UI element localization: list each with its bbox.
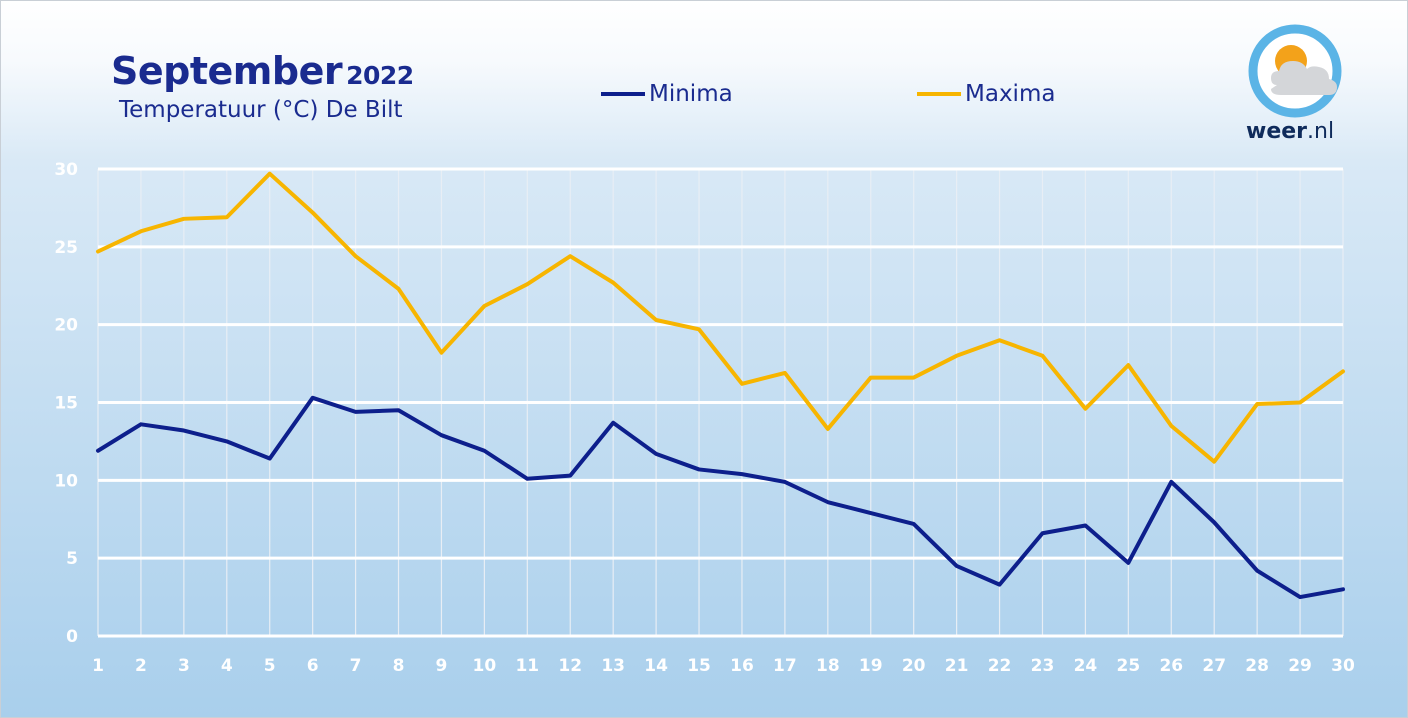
y-tick-label: 20: [54, 316, 78, 336]
legend-maxima: Maxima: [917, 81, 1055, 107]
title-month: September: [111, 49, 343, 93]
x-tick-label: 4: [221, 656, 233, 676]
x-tick-label: 3: [178, 656, 190, 676]
sun-cloud-icon: [1248, 24, 1342, 118]
x-tick-label: 21: [945, 656, 969, 676]
title-year: 2022: [346, 61, 414, 90]
brand-logo-text: weer.nl: [1246, 119, 1334, 144]
x-tick-label: 28: [1245, 656, 1269, 676]
legend-swatch-maxima: [917, 92, 961, 96]
x-tick-label: 6: [307, 656, 319, 676]
x-tick-label: 27: [1202, 656, 1226, 676]
legend-minima: Minima: [601, 81, 733, 107]
chart-title: September 2022: [111, 49, 414, 93]
y-tick-label: 5: [66, 549, 78, 569]
legend-swatch-minima: [601, 92, 645, 96]
x-tick-label: 15: [687, 656, 711, 676]
x-tick-label: 12: [558, 656, 582, 676]
x-tick-label: 26: [1159, 656, 1183, 676]
x-tick-label: 10: [473, 656, 497, 676]
x-tick-label: 19: [859, 656, 883, 676]
title-block: September 2022 Temperatuur (°C) De Bilt: [111, 49, 414, 123]
legend-label-minima: Minima: [649, 81, 733, 107]
x-tick-label: 22: [988, 656, 1012, 676]
y-tick-label: 30: [54, 160, 78, 180]
x-tick-label: 1: [92, 656, 104, 676]
x-tick-label: 17: [773, 656, 797, 676]
x-tick-label: 25: [1117, 656, 1141, 676]
x-tick-label: 7: [350, 656, 362, 676]
brand-bold: weer: [1246, 119, 1308, 144]
x-tick-label: 14: [644, 656, 668, 676]
x-tick-label: 9: [436, 656, 448, 676]
series-line-minima: [96, 395, 1345, 600]
legend-label-maxima: Maxima: [965, 81, 1056, 107]
y-tick-label: 0: [66, 627, 78, 647]
y-tick-label: 25: [54, 238, 78, 258]
x-tick-label: 8: [393, 656, 405, 676]
y-tick-label: 15: [54, 394, 78, 414]
x-tick-label: 13: [601, 656, 625, 676]
x-tick-label: 30: [1331, 656, 1355, 676]
x-tick-label: 2: [135, 656, 147, 676]
x-tick-label: 20: [902, 656, 926, 676]
x-tick-label: 29: [1288, 656, 1312, 676]
x-tick-label: 5: [264, 656, 276, 676]
x-tick-label: 23: [1031, 656, 1055, 676]
series-line-maxima: [96, 171, 1345, 464]
brand-suffix: .nl: [1307, 119, 1335, 144]
y-tick-label: 10: [54, 471, 78, 491]
x-tick-label: 18: [816, 656, 840, 676]
x-tick-label: 11: [515, 656, 539, 676]
x-tick-label: 16: [730, 656, 754, 676]
chart-subtitle: Temperatuur (°C) De Bilt: [119, 97, 403, 123]
x-tick-label: 24: [1074, 656, 1098, 676]
